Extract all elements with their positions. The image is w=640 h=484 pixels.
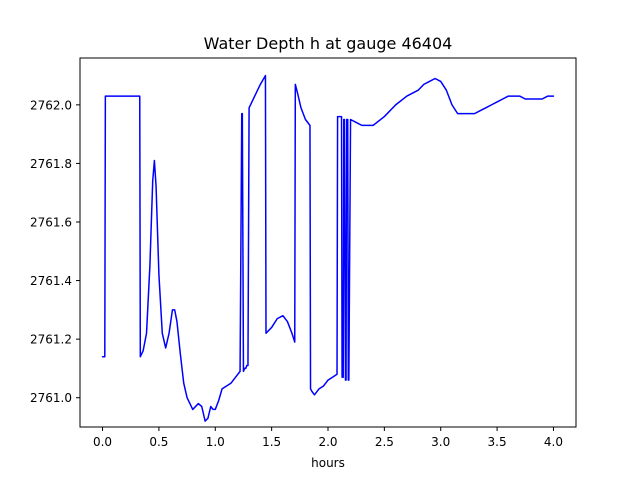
y-tick-label: 2761.8 xyxy=(30,157,72,171)
y-tick-label: 2762.0 xyxy=(30,98,72,112)
x-tick-label: 0.0 xyxy=(93,435,112,449)
x-tick-label: 4.0 xyxy=(544,435,563,449)
x-tick-label: 1.5 xyxy=(262,435,281,449)
series-line xyxy=(101,74,555,422)
plot-area xyxy=(79,57,577,428)
x-tick-label: 1.0 xyxy=(206,435,225,449)
x-tick-label: 2.5 xyxy=(375,435,394,449)
x-tick-label: 0.5 xyxy=(149,435,168,449)
x-tick-label: 2.0 xyxy=(318,435,337,449)
y-tick-label: 2761.6 xyxy=(30,216,72,230)
y-tick-label: 2761.2 xyxy=(30,333,72,347)
y-tick-label: 2761.4 xyxy=(30,274,72,288)
plot-background xyxy=(80,58,576,427)
x-axis-label: hours xyxy=(311,456,345,470)
x-axis: 0.0 0.5 1.0 1.5 2.0 2.5 3.0 3.5 4.0 xyxy=(93,427,563,449)
chart-title: Water Depth h at gauge 46404 xyxy=(204,34,453,53)
y-tick-label: 2761.0 xyxy=(30,391,72,405)
x-tick-label: 3.5 xyxy=(488,435,507,449)
y-axis: 2761.0 2761.2 2761.4 2761.6 2761.8 2762.0 xyxy=(30,98,80,405)
series-layer xyxy=(101,74,555,422)
x-tick-label: 3.0 xyxy=(431,435,450,449)
